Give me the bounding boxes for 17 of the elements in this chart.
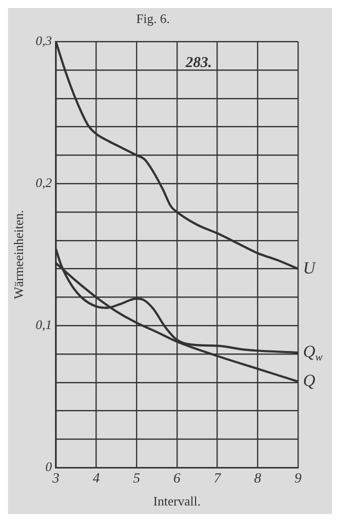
y-tick-label: 0,3 bbox=[36, 33, 52, 48]
y-tick-label: 0 bbox=[45, 459, 52, 474]
x-tick-label: 9 bbox=[294, 472, 302, 487]
series-label: U bbox=[303, 258, 317, 278]
y-tick-label: 0,2 bbox=[36, 175, 52, 190]
x-tick-label: 3 bbox=[51, 472, 60, 487]
x-tick-label: 4 bbox=[92, 472, 100, 487]
series-label: Q bbox=[303, 371, 316, 390]
x-tick-label: 6 bbox=[173, 472, 180, 487]
x-axis-title: Intervall. bbox=[153, 494, 201, 509]
annotation: 283. bbox=[184, 54, 212, 71]
y-tick-label: 0,1 bbox=[36, 317, 52, 332]
x-tick-label: 5 bbox=[133, 472, 140, 487]
y-axis-title: Wärmeeinheiten. bbox=[11, 210, 26, 300]
x-tick-label: 7 bbox=[214, 472, 222, 487]
x-tick-label: 8 bbox=[254, 472, 262, 487]
chart-title: Fig. 6. bbox=[136, 11, 170, 26]
